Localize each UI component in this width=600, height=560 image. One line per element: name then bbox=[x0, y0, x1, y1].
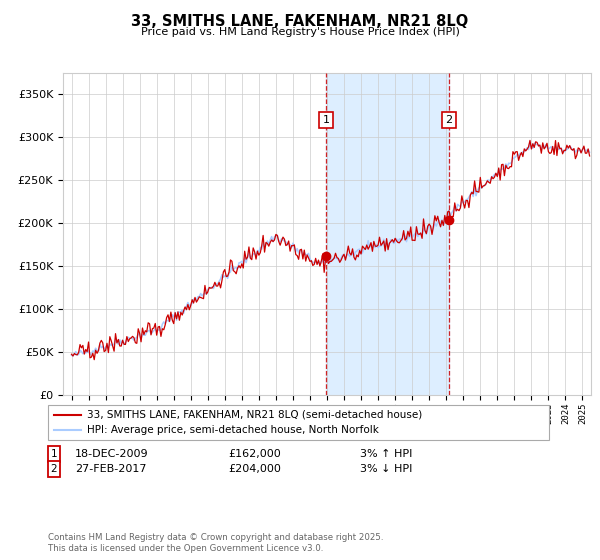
Text: 3% ↑ HPI: 3% ↑ HPI bbox=[360, 449, 412, 459]
Text: HPI: Average price, semi-detached house, North Norfolk: HPI: Average price, semi-detached house,… bbox=[87, 425, 379, 435]
Text: Price paid vs. HM Land Registry's House Price Index (HPI): Price paid vs. HM Land Registry's House … bbox=[140, 27, 460, 37]
Text: 1: 1 bbox=[323, 115, 330, 125]
Bar bbox=[326, 73, 449, 395]
Text: £162,000: £162,000 bbox=[228, 449, 281, 459]
Text: Contains HM Land Registry data © Crown copyright and database right 2025.
This d: Contains HM Land Registry data © Crown c… bbox=[48, 533, 383, 553]
Text: 33, SMITHS LANE, FAKENHAM, NR21 8LQ: 33, SMITHS LANE, FAKENHAM, NR21 8LQ bbox=[131, 14, 469, 29]
Text: 2: 2 bbox=[445, 115, 452, 125]
Text: £204,000: £204,000 bbox=[228, 464, 281, 474]
Text: 33, SMITHS LANE, FAKENHAM, NR21 8LQ (semi-detached house): 33, SMITHS LANE, FAKENHAM, NR21 8LQ (sem… bbox=[87, 409, 422, 419]
Text: 27-FEB-2017: 27-FEB-2017 bbox=[75, 464, 146, 474]
Text: 3% ↓ HPI: 3% ↓ HPI bbox=[360, 464, 412, 474]
Text: 1: 1 bbox=[50, 449, 58, 459]
Text: 2: 2 bbox=[50, 464, 58, 474]
Text: 18-DEC-2009: 18-DEC-2009 bbox=[75, 449, 149, 459]
